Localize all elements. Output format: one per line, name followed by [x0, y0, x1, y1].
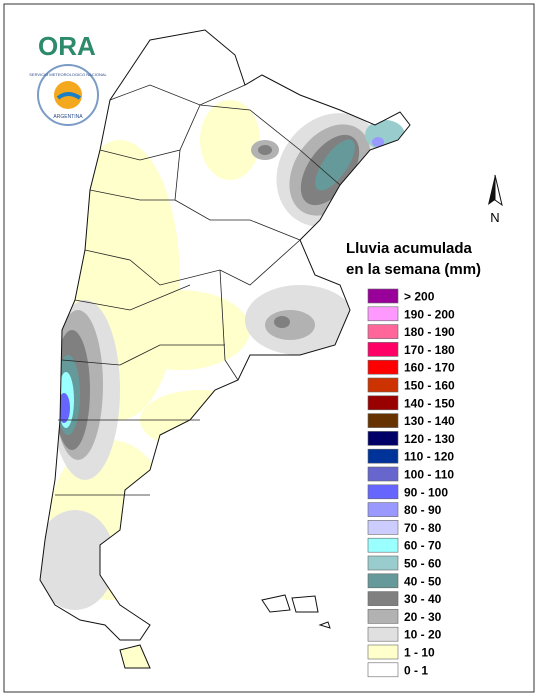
legend-label: 30 - 40	[404, 592, 442, 606]
legend-label: 170 - 180	[404, 343, 455, 357]
legend-swatch	[367, 644, 399, 660]
legend-label: 190 - 200	[404, 307, 455, 321]
legend-label: 90 - 100	[404, 485, 448, 499]
legend-label: > 200	[404, 290, 435, 304]
legend-swatch	[367, 484, 399, 500]
legend-swatch	[367, 466, 399, 482]
legend-label: 50 - 60	[404, 557, 442, 571]
legend-swatch	[367, 288, 399, 304]
legend-swatch	[367, 609, 399, 624]
legend-label: 20 - 30	[404, 610, 442, 624]
legend-label: 10 - 20	[404, 628, 442, 642]
ora-logo: ORA	[38, 31, 96, 61]
legend-swatch	[367, 591, 399, 606]
legend-label: 100 - 110	[404, 468, 454, 482]
north-label: N	[490, 210, 499, 225]
legend-swatch	[367, 413, 399, 428]
legend-swatch	[367, 537, 399, 553]
legend-swatch	[367, 555, 399, 571]
seal-top: SERVICIO METEOROLOGICO NACIONAL	[29, 72, 107, 77]
legend-label: 140 - 150	[404, 396, 455, 410]
legend-swatch	[367, 306, 399, 322]
legend-label: 120 - 130	[404, 432, 455, 446]
legend-swatch	[367, 431, 399, 446]
seal-bottom: ARGENTINA	[53, 114, 83, 120]
legend-swatch	[367, 626, 399, 642]
tierra-del-fuego	[119, 644, 151, 669]
legend-swatch	[367, 573, 399, 589]
legend-label: 70 - 80	[404, 521, 442, 535]
legend-label: 60 - 70	[404, 539, 442, 553]
legend-swatch	[367, 395, 399, 411]
legend-label: 180 - 190	[404, 325, 455, 339]
legend-swatch	[367, 502, 399, 517]
legend-swatch	[367, 520, 399, 535]
legend-label: 80 - 90	[404, 503, 442, 517]
legend-label: 110 - 120	[404, 450, 454, 464]
islands	[261, 594, 331, 629]
legend: Lluvia acumulada en la semana (mm) > 200…	[346, 240, 481, 677]
legend-swatch	[367, 377, 399, 393]
logos: ORA SERVICIO METEOROLOGICO NACIONAL ARGE…	[29, 31, 108, 126]
legend-swatch	[367, 359, 399, 375]
legend-title: en la semana (mm)	[346, 261, 481, 278]
legend-label: 160 - 170	[404, 361, 455, 375]
legend-label: 40 - 50	[404, 574, 442, 588]
legend-label: 1 - 10	[404, 646, 435, 660]
legend-label: 150 - 160	[404, 379, 455, 393]
legend-swatch	[367, 324, 399, 339]
legend-title: Lluvia acumulada	[346, 240, 473, 257]
legend-label: 0 - 1	[404, 663, 428, 677]
province-borders	[55, 84, 341, 496]
legend-swatch	[367, 662, 399, 678]
legend-swatch	[367, 448, 399, 464]
legend-label: 130 - 140	[404, 414, 455, 428]
north-arrow: N	[488, 174, 503, 225]
legend-swatch	[367, 342, 399, 357]
